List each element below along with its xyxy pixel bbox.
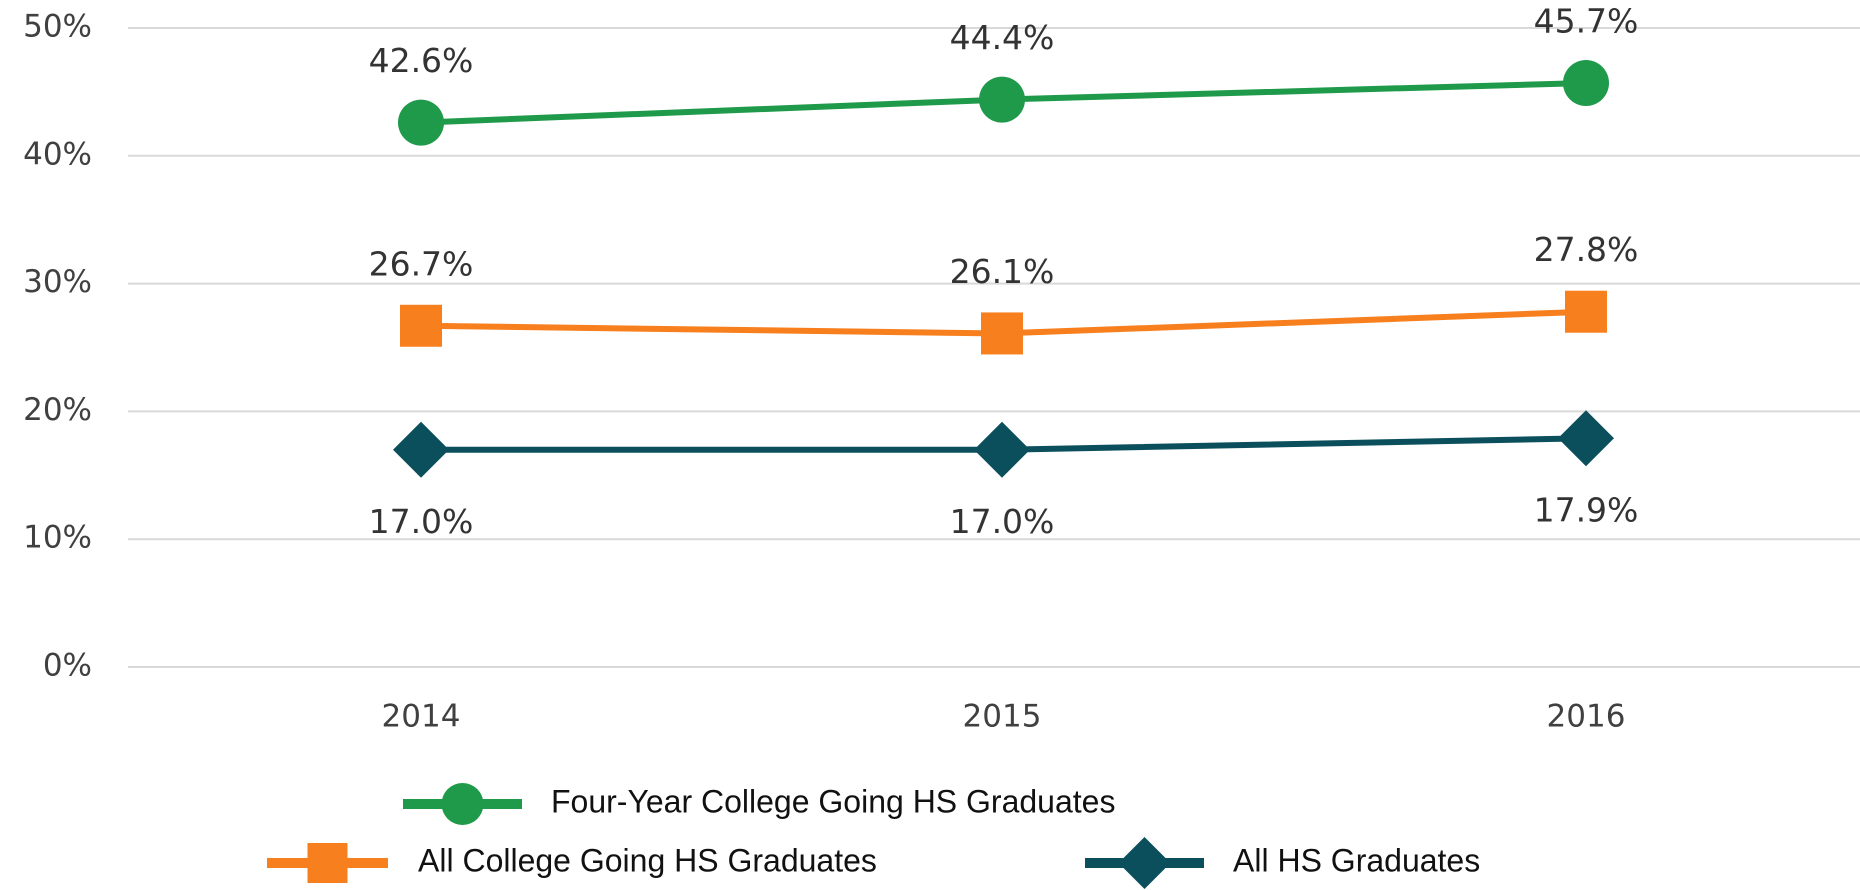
data-label: 27.8% (1534, 230, 1639, 269)
legend-marker (441, 783, 484, 825)
data-label: 45.7% (1534, 1, 1639, 40)
y-tick-label: 40% (23, 136, 92, 172)
data-point (398, 99, 444, 146)
data-label: 17.0% (950, 502, 1055, 541)
legend-marker (307, 843, 348, 883)
y-tick-label: 0% (43, 648, 92, 684)
x-tick-label: 2015 (963, 699, 1042, 735)
x-tick-label: 2016 (1547, 699, 1626, 735)
data-point (393, 421, 449, 478)
data-point (1558, 410, 1614, 467)
data-label: 26.1% (950, 252, 1055, 291)
y-tick-label: 10% (23, 520, 92, 556)
data-label: 26.7% (369, 244, 474, 283)
data-label: 17.9% (1534, 491, 1639, 530)
data-point (1563, 59, 1609, 106)
legend-label: All College Going HS Graduates (418, 842, 877, 878)
y-tick-label: 50% (23, 9, 92, 45)
data-point (979, 76, 1025, 123)
legend-label: Four-Year College Going HS Graduates (551, 783, 1115, 819)
data-label: 44.4% (950, 18, 1055, 57)
y-tick-label: 30% (23, 264, 92, 300)
data-point (1565, 290, 1607, 333)
y-tick-label: 20% (23, 392, 92, 428)
data-point (981, 312, 1023, 355)
data-label: 42.6% (369, 41, 474, 80)
x-tick-label: 2014 (382, 699, 461, 735)
legend-marker (1118, 837, 1171, 889)
data-point (974, 421, 1030, 478)
data-point (400, 304, 442, 347)
legend-label: All HS Graduates (1233, 842, 1480, 878)
data-label: 17.0% (369, 502, 474, 541)
